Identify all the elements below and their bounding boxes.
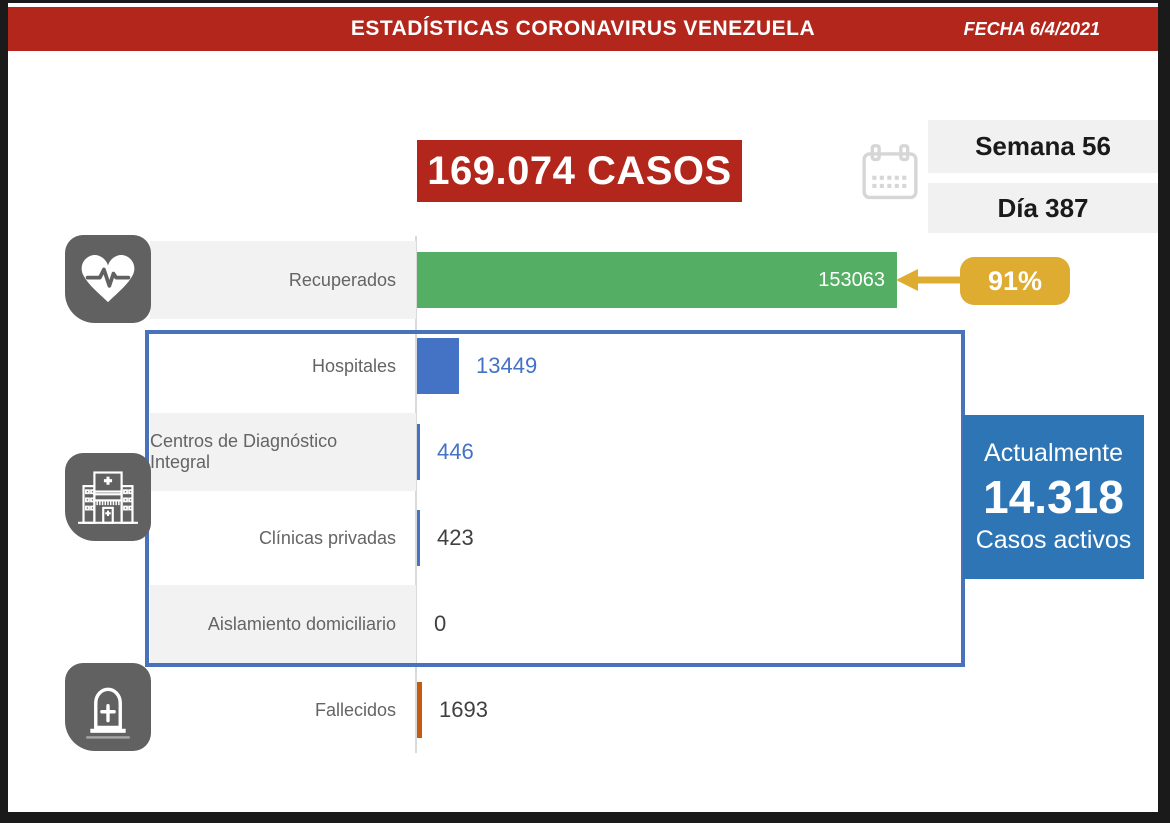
active-cases-group-outline [145, 330, 965, 667]
calendar-icon [856, 139, 924, 207]
row-band [150, 585, 416, 663]
data-bar [417, 682, 422, 738]
category-label: Clínicas privadas [258, 527, 396, 548]
category-label: Centros de Diagnóstico Integral [150, 431, 338, 472]
chart-row: Hospitales 13449 [8, 323, 963, 409]
chart-row: Centros de Diagnóstico Integral 446 [8, 409, 963, 495]
week-label: Semana 56 [975, 131, 1111, 161]
row-band [150, 413, 416, 491]
page-title: ESTADÍSTICAS CORONAVIRUS VENEZUELA [350, 17, 816, 40]
row-band [150, 241, 416, 319]
bar-value: 423 [437, 525, 474, 550]
chart-row: Fallecidos 1693 [8, 667, 963, 753]
total-cases-box: 169.074 CASOS [417, 140, 742, 202]
data-bar [417, 338, 459, 394]
chart-row: Recuperados 153063 [8, 237, 963, 323]
active-cases-value: 14.318 [983, 470, 1124, 523]
category-label: Fallecidos [314, 699, 396, 720]
data-bar [417, 510, 420, 566]
day-label: Día 387 [997, 192, 1089, 223]
bar-value: 153063 [818, 268, 885, 291]
active-cases-box: Actualmente 14.318 Casos activos [963, 415, 1144, 579]
badge-arrow-icon [896, 265, 962, 295]
recovered-percent-badge: 91% [960, 257, 1070, 305]
active-cases-label-top: Actualmente [984, 438, 1123, 467]
chart-axis-line [415, 236, 417, 753]
recovered-percent-value: 91% [987, 265, 1043, 296]
bar-value: 446 [437, 439, 474, 464]
total-cases-value: 169.074 CASOS [427, 148, 732, 193]
bar-value: 0 [434, 611, 447, 636]
data-bar [417, 424, 420, 480]
category-label: Hospitales [311, 355, 396, 376]
chart-rows: Recuperados 153063 Hospitales 13449 Centros … [8, 237, 963, 753]
date-label: FECHA 6/4/2021 [963, 18, 1100, 39]
category-label: Recuperados [288, 269, 396, 290]
category-label: Aislamiento domiciliario [207, 613, 396, 634]
bar-value: 1693 [439, 697, 488, 722]
chart-row: Clínicas privadas 423 [8, 495, 963, 581]
bar-value: 13449 [476, 353, 538, 378]
title-banner: ESTADÍSTICAS CORONAVIRUS VENEZUELA FECHA… [8, 7, 1158, 51]
infographic-slide: ESTADÍSTICAS CORONAVIRUS VENEZUELA FECHA… [8, 3, 1158, 812]
heart-pulse-icon [65, 235, 151, 323]
day-badge: Día 387 [928, 183, 1158, 233]
active-cases-label-bottom: Casos activos [975, 526, 1132, 555]
hospital-building-icon [65, 453, 151, 541]
week-badge: Semana 56 [928, 120, 1158, 173]
tombstone-icon [65, 663, 151, 751]
data-bar: 153063 [417, 252, 897, 308]
chart-row: Aislamiento domiciliario 0 [8, 581, 963, 667]
